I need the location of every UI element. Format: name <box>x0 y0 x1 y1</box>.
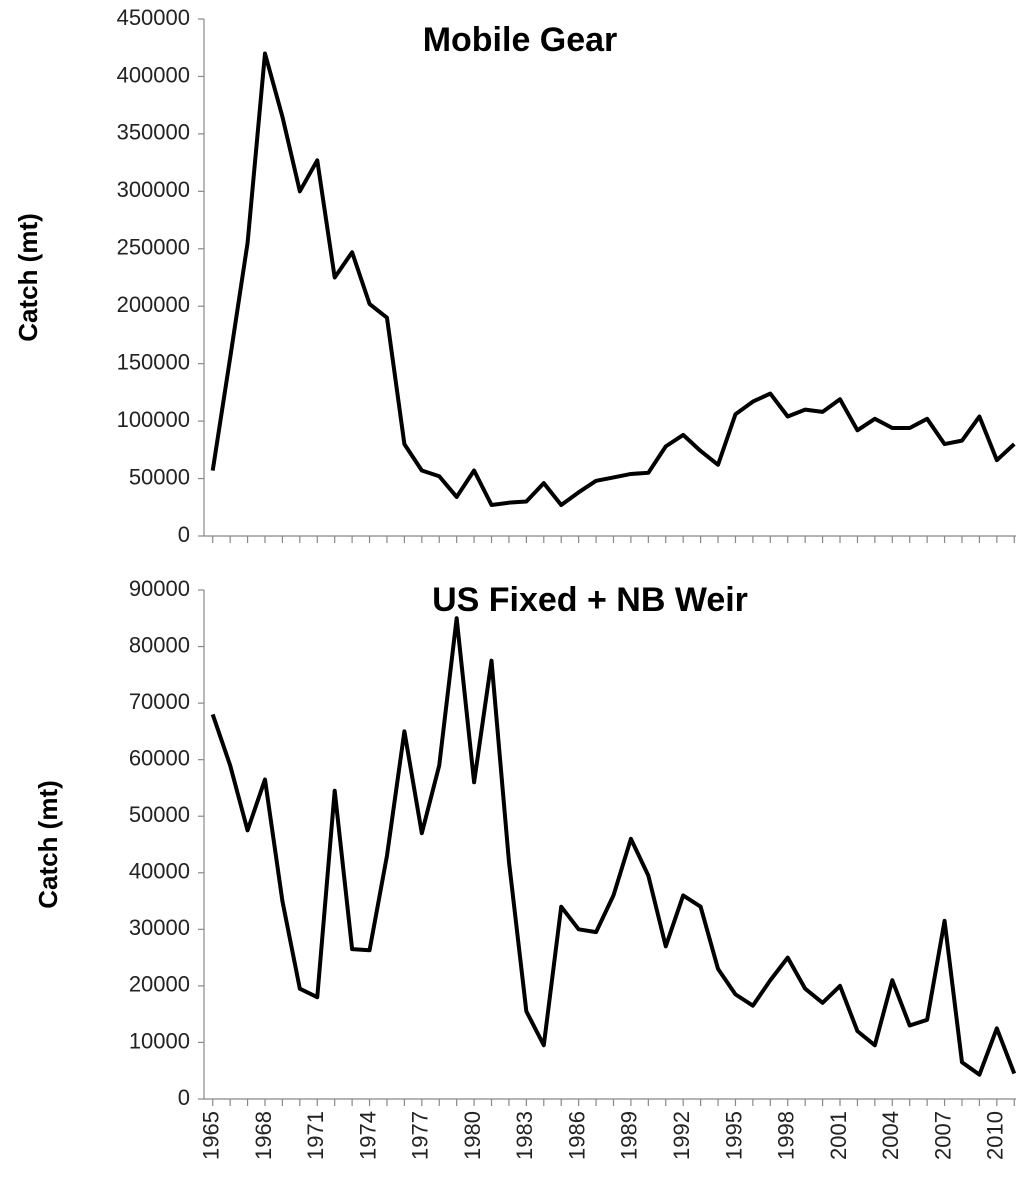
y-tick-label: 400000 <box>117 62 190 87</box>
chart-title: US Fixed + NB Weir <box>432 581 748 619</box>
y-axis-label: Catch (mt) <box>33 780 63 909</box>
x-tick-label: 1971 <box>303 1111 328 1160</box>
x-tick-label: 1977 <box>408 1111 433 1160</box>
y-tick-label: 40000 <box>129 859 190 884</box>
y-tick-label: 0 <box>178 522 190 547</box>
y-tick-label: 20000 <box>129 972 190 997</box>
x-tick-label: 2004 <box>878 1111 903 1160</box>
y-tick-label: 100000 <box>117 407 190 432</box>
x-tick-label: 1995 <box>721 1111 746 1160</box>
chart-title: Mobile Gear <box>423 21 618 59</box>
data-line <box>210 616 1016 1077</box>
x-tick-label: 2001 <box>826 1111 851 1160</box>
x-tick-label: 1965 <box>199 1111 224 1160</box>
x-tick-label: 1974 <box>355 1111 380 1160</box>
y-tick-label: 150000 <box>117 349 190 374</box>
data-line <box>210 51 1016 507</box>
x-tick-label: 1989 <box>617 1111 642 1160</box>
x-tick-label: 2007 <box>930 1111 955 1160</box>
x-tick-label: 1998 <box>774 1111 799 1160</box>
x-tick-label: 1986 <box>564 1111 589 1160</box>
y-tick-label: 0 <box>178 1085 190 1110</box>
x-tick-label: 1968 <box>251 1111 276 1160</box>
y-tick-label: 50000 <box>129 802 190 827</box>
y-tick-label: 60000 <box>129 745 190 770</box>
x-tick-label: 1992 <box>669 1111 694 1160</box>
x-tick-label: 1980 <box>460 1111 485 1160</box>
y-tick-label: 10000 <box>129 1028 190 1053</box>
y-tick-label: 80000 <box>129 632 190 657</box>
y-tick-label: 300000 <box>117 177 190 202</box>
y-tick-label: 200000 <box>117 292 190 317</box>
y-tick-label: 250000 <box>117 235 190 260</box>
y-tick-label: 350000 <box>117 120 190 145</box>
x-tick-label: 1983 <box>512 1111 537 1160</box>
y-tick-label: 90000 <box>129 576 190 601</box>
y-tick-label: 50000 <box>129 464 190 489</box>
y-tick-label: 70000 <box>129 689 190 714</box>
y-tick-label: 30000 <box>129 915 190 940</box>
x-tick-label: 2010 <box>983 1111 1008 1160</box>
y-axis-label: Catch (mt) <box>13 213 43 342</box>
y-tick-label: 450000 <box>117 5 190 30</box>
